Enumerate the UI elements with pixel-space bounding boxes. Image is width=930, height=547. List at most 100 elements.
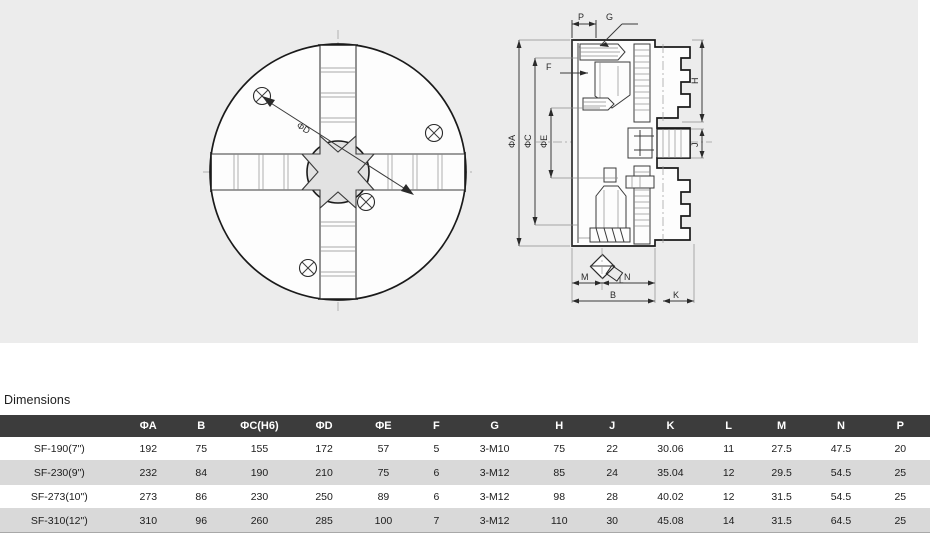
dimension-phi-c: ΦC [523,57,578,226]
front-view-group: ΦD [203,30,473,313]
section-lower-mechanism [589,167,655,243]
cell-value: 12 [705,484,752,509]
cell-model: SF-230(9") [0,460,119,485]
dimension-n: N [602,272,655,286]
column-header-f: F [413,415,460,437]
dimension-p-label: P [578,12,584,22]
cell-value: 85 [529,460,589,485]
cell-value: 75 [353,460,414,485]
cell-value: 100 [353,508,414,533]
dimension-f-label: F [546,62,552,72]
dimension-k-label: K [673,290,679,300]
dimensions-table-head: ΦA B ΦC(H6) ΦD ΦE F G H J K L M N P [0,415,930,437]
dimensions-table: ΦA B ΦC(H6) ΦD ΦE F G H J K L M N P SF-1… [0,415,930,533]
cell-value: 30 [588,508,636,533]
dimension-m-label: M [581,272,589,282]
dimension-j-label: J [690,143,700,148]
column-header-phi-a: ΦA [118,415,178,437]
socket-marker-lower-right [356,192,376,212]
column-header-k: K [635,415,706,437]
cell-value: 31.5 [751,508,812,533]
jaw-left [210,152,319,192]
table-row: SF-273(10") 273 86 230 250 89 6 3-M12 98 28 40.02 1… [0,484,930,509]
cell-value: 3-M12 [459,508,530,533]
socket-marker-upper-right [424,123,444,143]
cell-value: 273 [118,484,178,509]
cell-value: 75 [529,437,589,461]
cell-value: 31.5 [751,484,812,509]
column-header-n: N [811,415,871,437]
cell-value: 190 [224,460,295,485]
column-header-b: B [177,415,225,437]
dimension-n-label: N [624,272,631,282]
jaw-top [318,44,358,153]
cell-value: 232 [118,460,178,485]
cell-value: 25 [870,508,930,533]
dimensions-title: Dimensions [4,393,71,407]
cell-value: 98 [529,484,589,509]
dimension-g-label: G [606,12,613,22]
cell-value: 3-M10 [459,437,530,461]
dimension-f: F [546,62,588,76]
cell-value: 14 [705,508,752,533]
cell-model: SF-190(7") [0,437,119,461]
cell-value: 7 [413,508,460,533]
center-bore [300,134,376,210]
cell-value: 6 [413,484,460,509]
table-header-row: ΦA B ΦC(H6) ΦD ΦE F G H J K L M N P [0,415,930,437]
cell-value: 6 [413,460,460,485]
dimension-b: B [571,248,656,304]
cell-value: 40.02 [635,484,706,509]
cell-value: 27.5 [751,437,812,461]
dimension-h-label: H [690,78,700,85]
cell-model: SF-273(10") [0,484,119,509]
cell-value: 5 [413,437,460,461]
cell-value: 57 [353,437,414,461]
dimensions-table-body: SF-190(7") 192 75 155 172 57 5 3-M10 75 22 30.06 11… [0,437,930,533]
cell-value: 28 [588,484,636,509]
cell-value: 86 [177,484,225,509]
cell-value: 25 [870,460,930,485]
jaw-bottom [318,191,358,300]
section-view-group: P G F [507,12,712,304]
dimension-phi-e-label: ΦE [539,135,549,148]
column-header-g: G [459,415,530,437]
column-header-phi-d: ΦD [294,415,354,437]
cell-value: 155 [224,437,295,461]
cell-value: 20 [870,437,930,461]
dimension-phi-a-label: ΦA [507,135,517,148]
cell-value: 35.04 [635,460,706,485]
cell-value: 22 [588,437,636,461]
cell-value: 54.5 [811,484,871,509]
table-row: SF-190(7") 192 75 155 172 57 5 3-M10 75 22 30.06 11… [0,437,930,461]
dimensions-section: Dimensions ΦA B ΦC(H6) ΦD ΦE F G H J K L… [0,343,930,547]
dimension-b-label: B [610,290,616,300]
cell-model: SF-310(12") [0,508,119,533]
technical-drawing-panel: ΦD [0,0,918,343]
cell-value: 172 [294,437,354,461]
cell-value: 110 [529,508,589,533]
cell-value: 285 [294,508,354,533]
cell-value: 210 [294,460,354,485]
cell-value: 3-M12 [459,484,530,509]
section-pinion [627,127,691,159]
cell-value: 96 [177,508,225,533]
dimension-phi-e: ΦE [539,107,618,179]
dimension-phi-c-label: ΦC [523,134,533,148]
cell-value: 260 [224,508,295,533]
dimension-p: P [571,12,597,38]
cell-value: 12 [705,460,752,485]
column-header-phi-c: ΦC(H6) [224,415,295,437]
cell-value: 3-M12 [459,460,530,485]
cell-value: 25 [870,484,930,509]
cell-value: 250 [294,484,354,509]
dimension-k: K [663,244,695,304]
cell-value: 29.5 [751,460,812,485]
dimension-m: M [572,272,602,286]
column-header-model [0,415,119,437]
cell-value: 47.5 [811,437,871,461]
cell-value: 11 [705,437,752,461]
cell-value: 75 [177,437,225,461]
table-row: SF-310(12") 310 96 260 285 100 7 3-M12 110 30 45.0… [0,508,930,533]
